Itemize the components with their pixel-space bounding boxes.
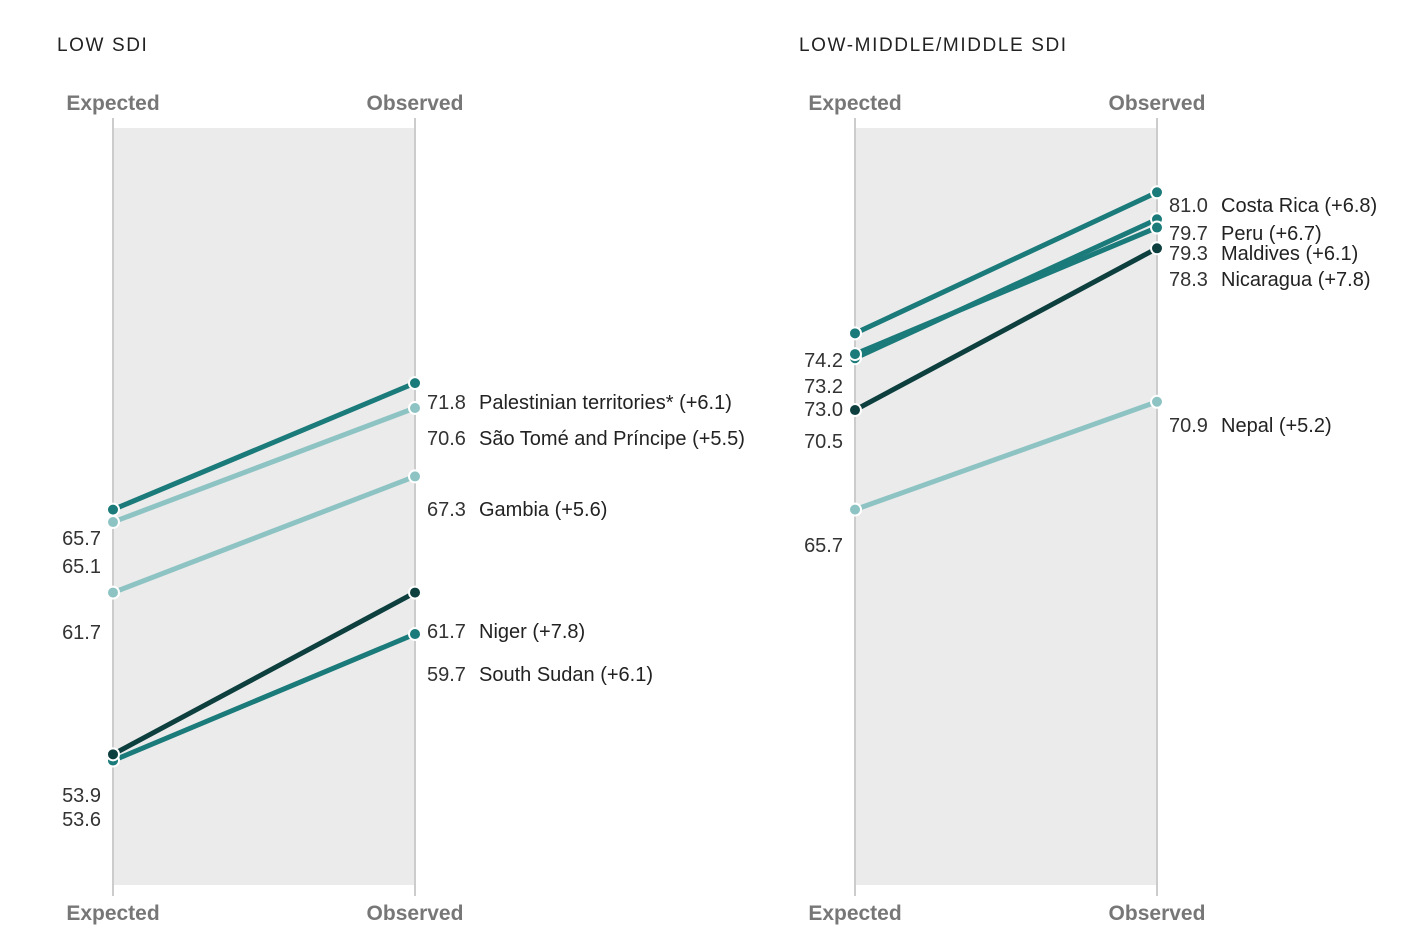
- series-line: [852, 225, 1160, 357]
- series-name-label: Maldives (+6.1): [1221, 243, 1358, 265]
- series-name-label: South Sudan (+6.1): [479, 664, 653, 686]
- series-point: [106, 585, 120, 600]
- series-name-label: Costa Rica (+6.8): [1221, 195, 1377, 217]
- series-line: [852, 245, 1160, 413]
- column-header-bottom: Observed: [367, 902, 464, 925]
- column-header-bottom: Observed: [1109, 902, 1206, 925]
- series-point: [848, 347, 862, 362]
- column-header-top: Observed: [1109, 92, 1206, 115]
- observed-value-label: 71.8: [427, 392, 466, 414]
- expected-value-label: 53.9: [62, 785, 101, 807]
- column-header-top: Observed: [367, 92, 464, 115]
- series-point: [408, 400, 422, 415]
- plot-background: [113, 128, 415, 885]
- series-point: [408, 376, 422, 391]
- series-point: [106, 502, 120, 517]
- observed-value-label: 61.7: [427, 621, 466, 643]
- series-point: [1150, 394, 1164, 409]
- panel-title: LOW SDI: [57, 35, 148, 56]
- observed-value-label: 79.3: [1169, 243, 1208, 265]
- observed-value-label: 59.7: [427, 664, 466, 686]
- expected-value-label: 73.0: [804, 399, 843, 421]
- expected-value-label: 73.2: [804, 376, 843, 398]
- observed-value-label: 67.3: [427, 499, 466, 521]
- series-line: [110, 405, 418, 525]
- expected-value-label: 74.2: [804, 350, 843, 372]
- series-line: [110, 631, 418, 764]
- series-name-label: Nepal (+5.2): [1221, 415, 1332, 437]
- panel-title: LOW-MIDDLE/MIDDLE SDI: [799, 35, 1068, 56]
- series-line: [852, 189, 1160, 336]
- series-point: [106, 747, 120, 762]
- series-name-label: Nicaragua (+7.8): [1221, 269, 1371, 291]
- series-point: [848, 403, 862, 418]
- column-header-bottom: Expected: [808, 902, 901, 925]
- series-name-label: Niger (+7.8): [479, 621, 585, 643]
- observed-value-label: 81.0: [1169, 195, 1208, 217]
- plot-background: [855, 128, 1157, 885]
- column-header-bottom: Expected: [66, 902, 159, 925]
- observed-value-label: 70.6: [427, 428, 466, 450]
- observed-value-label: 70.9: [1169, 415, 1208, 437]
- expected-value-label: 70.5: [804, 431, 843, 453]
- expected-value-label: 53.6: [62, 809, 101, 831]
- series-name-label: Gambia (+5.6): [479, 499, 607, 521]
- series-point: [848, 326, 862, 341]
- column-header-top: Expected: [66, 92, 159, 115]
- series-line: [852, 399, 1160, 513]
- series-name-label: São Tomé and Príncipe (+5.5): [479, 428, 745, 450]
- series-point: [408, 627, 422, 642]
- series-point: [1150, 185, 1164, 200]
- observed-value-label: 79.7: [1169, 223, 1208, 245]
- series-line: [110, 380, 418, 513]
- column-header-top: Expected: [808, 92, 901, 115]
- expected-value-label: 65.7: [804, 535, 843, 557]
- series-point: [408, 469, 422, 484]
- series-point: [408, 585, 422, 600]
- series-point: [1150, 220, 1164, 235]
- series-name-label: Peru (+6.7): [1221, 223, 1322, 245]
- series-line: [110, 590, 418, 757]
- expected-value-label: 65.7: [62, 528, 101, 550]
- expected-value-label: 65.1: [62, 556, 101, 578]
- expected-value-label: 61.7: [62, 622, 101, 644]
- series-point: [106, 515, 120, 530]
- series-name-label: Palestinian territories* (+6.1): [479, 392, 732, 414]
- series-line: [110, 473, 418, 596]
- series-point: [848, 502, 862, 517]
- series-point: [1150, 241, 1164, 256]
- observed-value-label: 78.3: [1169, 269, 1208, 291]
